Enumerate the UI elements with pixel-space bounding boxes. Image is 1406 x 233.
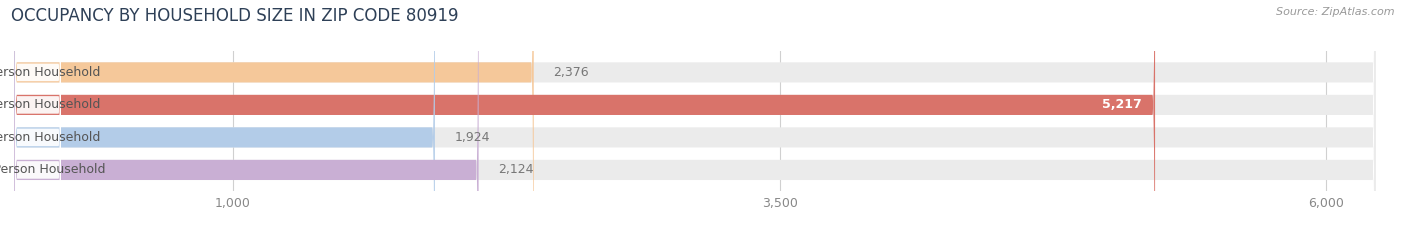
FancyBboxPatch shape bbox=[14, 0, 1375, 233]
FancyBboxPatch shape bbox=[15, 0, 60, 233]
FancyBboxPatch shape bbox=[15, 0, 60, 233]
FancyBboxPatch shape bbox=[14, 0, 1375, 233]
Text: 2-Person Household: 2-Person Household bbox=[0, 98, 100, 111]
FancyBboxPatch shape bbox=[15, 0, 60, 233]
FancyBboxPatch shape bbox=[14, 0, 1375, 233]
Text: 3-Person Household: 3-Person Household bbox=[0, 131, 100, 144]
FancyBboxPatch shape bbox=[15, 0, 60, 233]
FancyBboxPatch shape bbox=[14, 0, 434, 233]
FancyBboxPatch shape bbox=[14, 0, 478, 233]
Text: 2,124: 2,124 bbox=[498, 163, 534, 176]
Text: OCCUPANCY BY HOUSEHOLD SIZE IN ZIP CODE 80919: OCCUPANCY BY HOUSEHOLD SIZE IN ZIP CODE … bbox=[11, 7, 458, 25]
FancyBboxPatch shape bbox=[14, 0, 1156, 233]
Text: Source: ZipAtlas.com: Source: ZipAtlas.com bbox=[1277, 7, 1395, 17]
Text: 1,924: 1,924 bbox=[454, 131, 491, 144]
Text: 5,217: 5,217 bbox=[1102, 98, 1142, 111]
Text: 2,376: 2,376 bbox=[554, 66, 589, 79]
Text: 4+ Person Household: 4+ Person Household bbox=[0, 163, 105, 176]
Text: 1-Person Household: 1-Person Household bbox=[0, 66, 100, 79]
FancyBboxPatch shape bbox=[14, 0, 1375, 233]
FancyBboxPatch shape bbox=[14, 0, 534, 233]
